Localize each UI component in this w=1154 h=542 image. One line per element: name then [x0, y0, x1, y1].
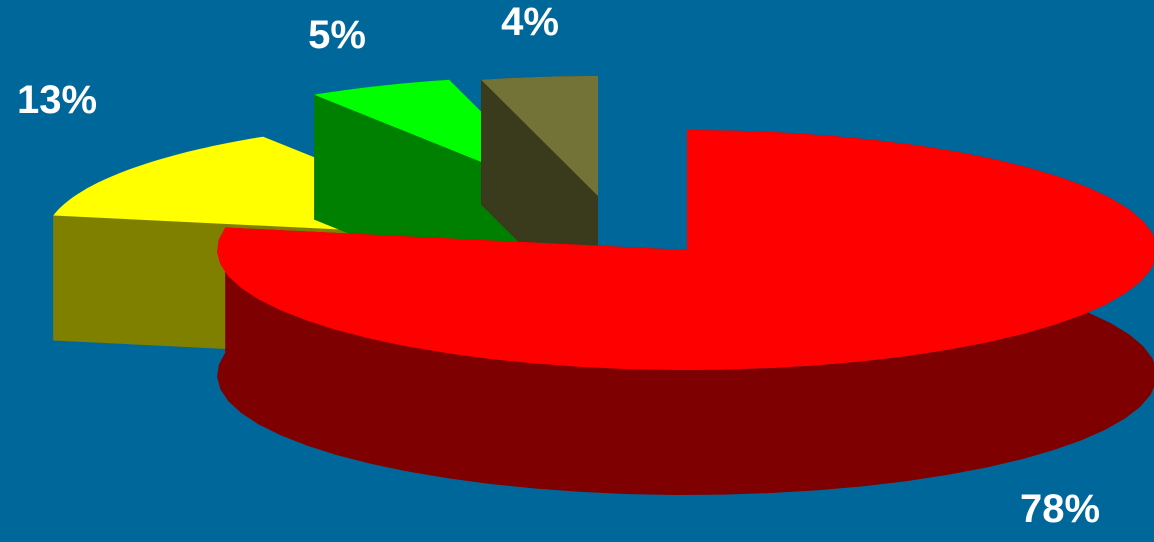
label-78-pct: 78%	[1020, 487, 1100, 531]
slice-78-pct	[217, 130, 1154, 495]
pie-slices	[53, 76, 1154, 495]
label-4-pct: 4%	[501, 0, 559, 44]
pie-labels: 78% 13% 5% 4%	[17, 0, 1100, 531]
label-13-pct: 13%	[17, 78, 97, 122]
slice-top	[217, 130, 1154, 370]
label-5-pct: 5%	[308, 13, 366, 57]
slice-top	[481, 76, 598, 196]
